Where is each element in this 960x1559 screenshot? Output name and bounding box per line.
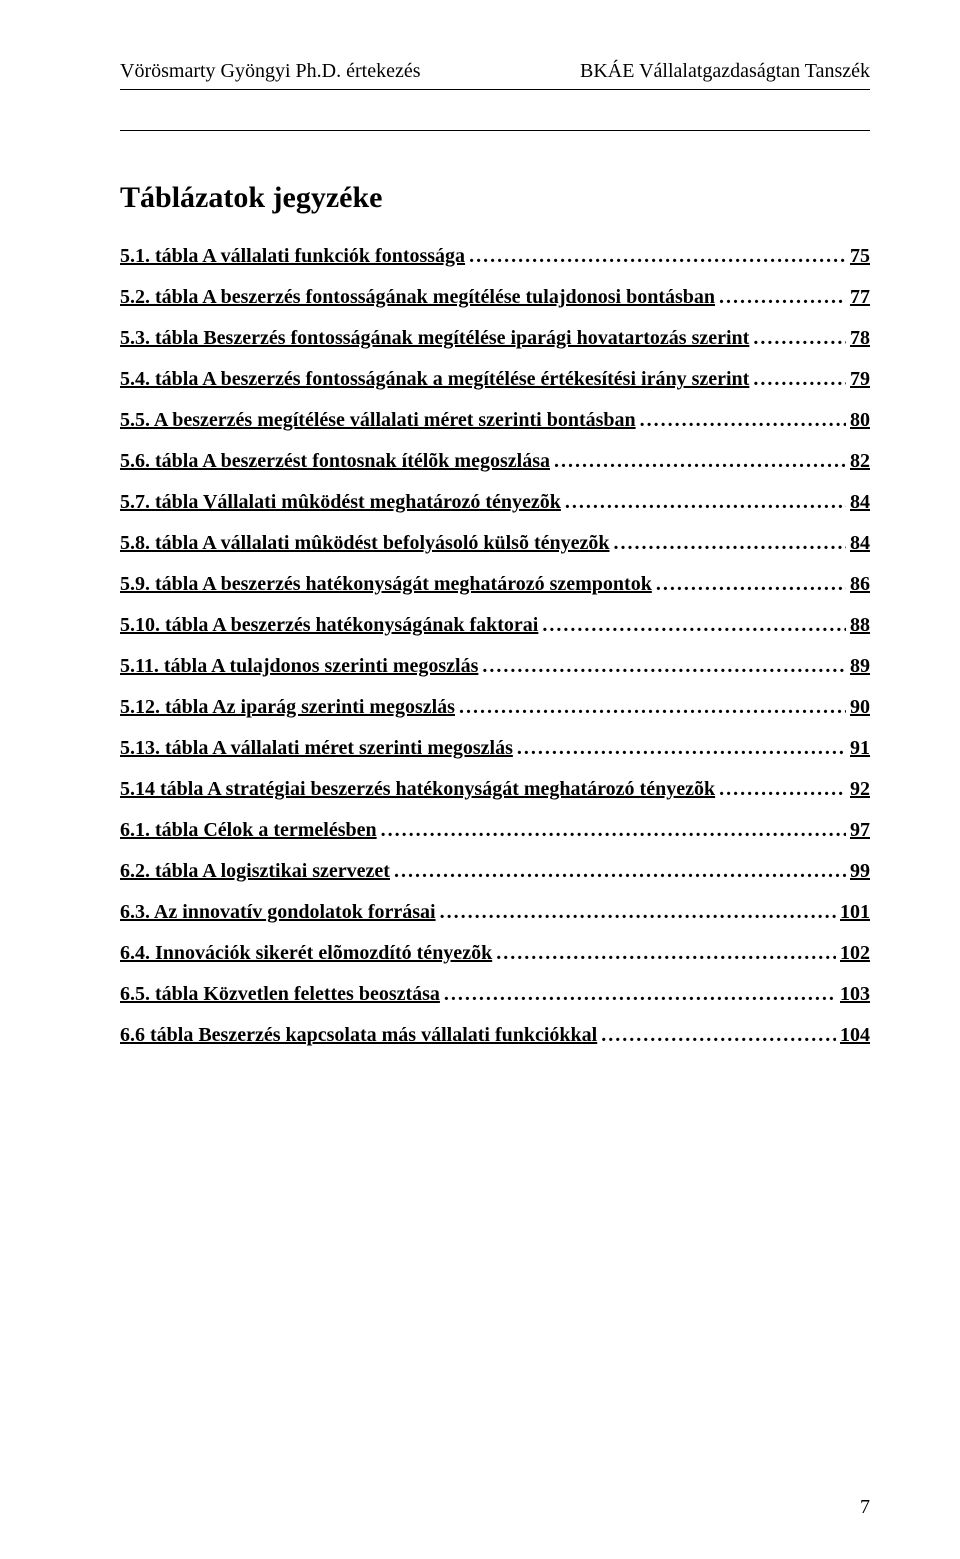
toc-leader-dots bbox=[440, 901, 836, 924]
toc-entry[interactable]: 5.13. tábla A vállalati méret szerinti m… bbox=[120, 737, 870, 760]
toc-leader-dots bbox=[542, 614, 846, 637]
toc-entry-page: 104 bbox=[840, 1024, 870, 1047]
toc-entry-text: 6.2. tábla A logisztikai szervezet bbox=[120, 860, 390, 883]
toc-entry[interactable]: 5.14 tábla A stratégiai beszerzés hatéko… bbox=[120, 778, 870, 801]
toc-list: 5.1. tábla A vállalati funkciók fontossá… bbox=[120, 245, 870, 1047]
toc-leader-dots bbox=[381, 819, 846, 842]
toc-leader-dots bbox=[601, 1024, 836, 1047]
toc-entry-text: 5.12. tábla Az iparág szerinti megoszlás bbox=[120, 696, 455, 719]
toc-leader-dots bbox=[640, 409, 846, 432]
toc-entry-page: 99 bbox=[850, 860, 870, 883]
page-number: 7 bbox=[860, 1496, 870, 1519]
toc-entry-text: 6.4. Innovációk sikerét elõmozdító ténye… bbox=[120, 942, 492, 965]
toc-entry[interactable]: 5.4. tábla A beszerzés fontosságának a m… bbox=[120, 368, 870, 391]
toc-entry-text: 5.8. tábla A vállalati mûködést befolyás… bbox=[120, 532, 610, 555]
header-rule bbox=[120, 89, 870, 90]
toc-entry[interactable]: 5.11. tábla A tulajdonos szerinti megosz… bbox=[120, 655, 870, 678]
toc-entry-text: 5.9. tábla A beszerzés hatékonyságát meg… bbox=[120, 573, 652, 596]
toc-leader-dots bbox=[719, 286, 846, 309]
toc-leader-dots bbox=[394, 860, 846, 883]
toc-leader-dots bbox=[469, 245, 846, 268]
page-title: Táblázatok jegyzéke bbox=[120, 181, 870, 215]
toc-entry[interactable]: 5.10. tábla A beszerzés hatékonyságának … bbox=[120, 614, 870, 637]
toc-entry[interactable]: 6.4. Innovációk sikerét elõmozdító ténye… bbox=[120, 942, 870, 965]
toc-entry-page: 102 bbox=[840, 942, 870, 965]
header-rule-spacer bbox=[120, 130, 870, 131]
toc-entry-page: 89 bbox=[850, 655, 870, 678]
toc-entry-text: 5.2. tábla A beszerzés fontosságának meg… bbox=[120, 286, 715, 309]
toc-entry-page: 80 bbox=[850, 409, 870, 432]
toc-entry[interactable]: 6.5. tábla Közvetlen felettes beosztása 1… bbox=[120, 983, 870, 1006]
toc-leader-dots bbox=[496, 942, 836, 965]
toc-entry-text: 5.1. tábla A vállalati funkciók fontossá… bbox=[120, 245, 465, 268]
toc-leader-dots bbox=[459, 696, 846, 719]
toc-entry[interactable]: 5.5. A beszerzés megítélése vállalati mé… bbox=[120, 409, 870, 432]
toc-leader-dots bbox=[554, 450, 846, 473]
toc-leader-dots bbox=[565, 491, 846, 514]
toc-entry-text: 5.10. tábla A beszerzés hatékonyságának … bbox=[120, 614, 538, 637]
toc-entry-page: 103 bbox=[840, 983, 870, 1006]
toc-leader-dots bbox=[753, 368, 846, 391]
toc-entry[interactable]: 5.1. tábla A vállalati funkciók fontossá… bbox=[120, 245, 870, 268]
toc-entry-page: 101 bbox=[840, 901, 870, 924]
toc-entry-page: 77 bbox=[850, 286, 870, 309]
toc-entry[interactable]: 6.1. tábla Célok a termelésben 97 bbox=[120, 819, 870, 842]
toc-entry[interactable]: 5.6. tábla A beszerzést fontosnak ítélõk… bbox=[120, 450, 870, 473]
toc-entry[interactable]: 6.3. Az innovatív gondolatok forrásai 101 bbox=[120, 901, 870, 924]
toc-entry-page: 88 bbox=[850, 614, 870, 637]
toc-entry-text: 5.11. tábla A tulajdonos szerinti megosz… bbox=[120, 655, 478, 678]
running-header: Vörösmarty Gyöngyi Ph.D. értekezés BKÁE … bbox=[120, 60, 870, 83]
toc-entry-text: 5.6. tábla A beszerzést fontosnak ítélõk… bbox=[120, 450, 550, 473]
toc-entry[interactable]: 5.12. tábla Az iparág szerinti megoszlás… bbox=[120, 696, 870, 719]
toc-entry-text: 6.1. tábla Célok a termelésben bbox=[120, 819, 377, 842]
toc-entry[interactable]: 5.7. tábla Vállalati mûködést meghatároz… bbox=[120, 491, 870, 514]
toc-leader-dots bbox=[444, 983, 836, 1006]
toc-entry-page: 90 bbox=[850, 696, 870, 719]
toc-entry[interactable]: 5.2. tábla A beszerzés fontosságának meg… bbox=[120, 286, 870, 309]
toc-entry[interactable]: 6.2. tábla A logisztikai szervezet 99 bbox=[120, 860, 870, 883]
header-left: Vörösmarty Gyöngyi Ph.D. értekezés bbox=[120, 60, 421, 83]
toc-entry-text: 5.5. A beszerzés megítélése vállalati mé… bbox=[120, 409, 636, 432]
toc-entry-page: 91 bbox=[850, 737, 870, 760]
toc-entry-page: 79 bbox=[850, 368, 870, 391]
toc-entry-text: 5.14 tábla A stratégiai beszerzés hatéko… bbox=[120, 778, 715, 801]
toc-entry-page: 75 bbox=[850, 245, 870, 268]
toc-entry-page: 97 bbox=[850, 819, 870, 842]
toc-entry-text: 5.13. tábla A vállalati méret szerinti m… bbox=[120, 737, 513, 760]
toc-leader-dots bbox=[517, 737, 846, 760]
toc-leader-dots bbox=[719, 778, 846, 801]
toc-entry-text: 5.7. tábla Vállalati mûködést meghatároz… bbox=[120, 491, 561, 514]
toc-entry[interactable]: 6.6 tábla Beszerzés kapcsolata más válla… bbox=[120, 1024, 870, 1047]
toc-entry-text: 5.4. tábla A beszerzés fontosságának a m… bbox=[120, 368, 749, 391]
toc-leader-dots bbox=[614, 532, 847, 555]
header-right: BKÁE Vállalatgazdaságtan Tanszék bbox=[580, 60, 870, 83]
toc-entry-page: 78 bbox=[850, 327, 870, 350]
toc-entry-page: 82 bbox=[850, 450, 870, 473]
toc-entry[interactable]: 5.9. tábla A beszerzés hatékonyságát meg… bbox=[120, 573, 870, 596]
toc-entry-text: 6.3. Az innovatív gondolatok forrásai bbox=[120, 901, 436, 924]
toc-entry-page: 84 bbox=[850, 532, 870, 555]
toc-entry-page: 84 bbox=[850, 491, 870, 514]
document-page: Vörösmarty Gyöngyi Ph.D. értekezés BKÁE … bbox=[0, 0, 960, 1559]
toc-entry-page: 92 bbox=[850, 778, 870, 801]
toc-entry-page: 86 bbox=[850, 573, 870, 596]
toc-entry-text: 6.6 tábla Beszerzés kapcsolata más válla… bbox=[120, 1024, 597, 1047]
toc-entry[interactable]: 5.8. tábla A vállalati mûködést befolyás… bbox=[120, 532, 870, 555]
toc-leader-dots bbox=[753, 327, 846, 350]
toc-entry-text: 6.5. tábla Közvetlen felettes beosztása bbox=[120, 983, 440, 1006]
toc-leader-dots bbox=[656, 573, 846, 596]
toc-entry[interactable]: 5.3. tábla Beszerzés fontosságának megít… bbox=[120, 327, 870, 350]
toc-entry-text: 5.3. tábla Beszerzés fontosságának megít… bbox=[120, 327, 749, 350]
toc-leader-dots bbox=[482, 655, 846, 678]
